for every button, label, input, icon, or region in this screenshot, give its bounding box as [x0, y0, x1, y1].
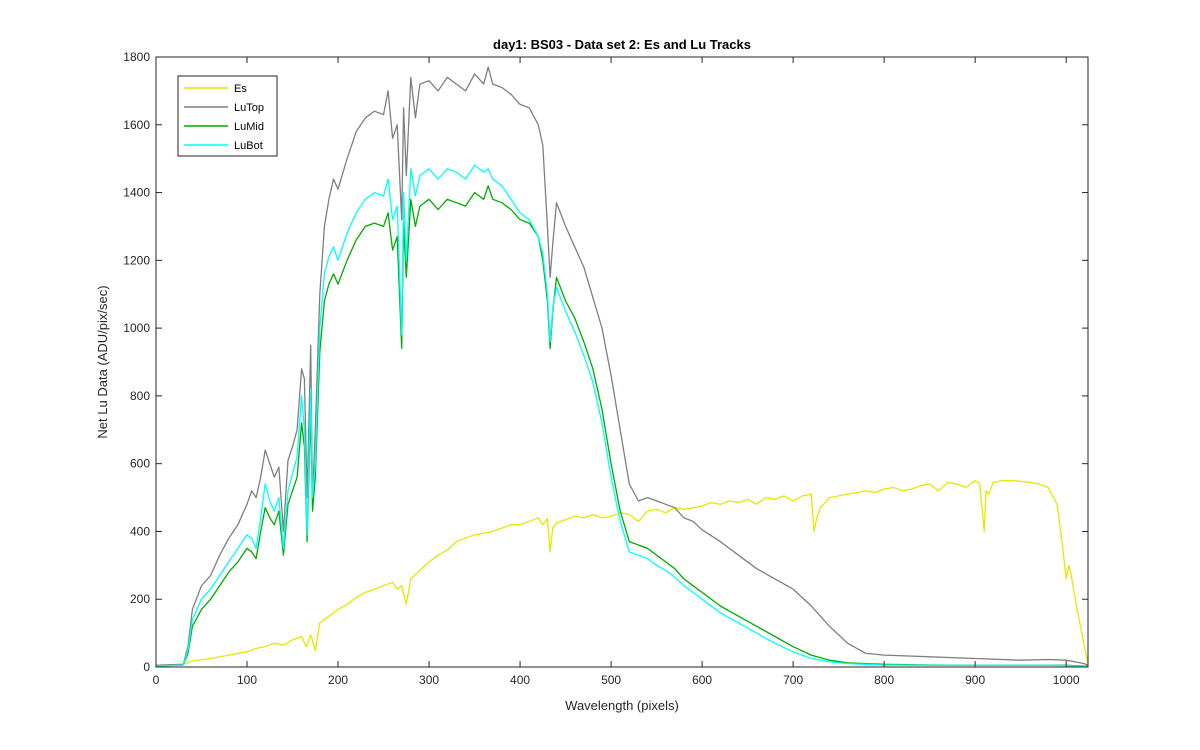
series-line-lubot [155, 164, 1089, 668]
y-tick-label: 1800 [123, 50, 150, 64]
x-tick-label: 400 [510, 673, 530, 687]
x-axis-label: Wavelength (pixels) [565, 698, 679, 713]
legend-box [177, 75, 278, 157]
series-line-es [155, 479, 1089, 666]
x-tick-label: 0 [153, 673, 160, 687]
x-tick-label: 500 [601, 673, 621, 687]
x-tick-label: 600 [692, 673, 712, 687]
series-layer [155, 66, 1089, 668]
series-line-lumid [155, 185, 1089, 667]
x-tick-label: 300 [419, 673, 439, 687]
x-tick-label: 900 [965, 673, 985, 687]
plot-area [156, 57, 1088, 667]
chart-title: day1: BS03 - Data set 2: Es and Lu Track… [493, 37, 751, 52]
legend-label-lubot: LuBot [234, 140, 263, 152]
x-tick-label: 100 [237, 673, 257, 687]
y-tick-label: 800 [130, 389, 150, 403]
y-tick-label: 1000 [123, 321, 150, 335]
x-tick-label: 800 [874, 673, 894, 687]
y-tick-label: 1200 [123, 253, 150, 267]
series-line-lutop [155, 66, 1089, 666]
x-tick-label: 200 [328, 673, 348, 687]
y-axis-label: Net Lu Data (ADU/pix/sec) [95, 285, 110, 438]
legend-label-lumid: LuMid [234, 121, 264, 133]
legend-label-es: Es [234, 83, 247, 95]
y-tick-label: 0 [143, 660, 150, 674]
legend-label-lutop: LuTop [234, 102, 264, 114]
y-tick-label: 400 [130, 524, 150, 538]
x-tick-label: 1000 [1053, 673, 1080, 687]
x-tick-label: 700 [783, 673, 803, 687]
x-axis: 0 100 200 300 400 500 600 700 800 900 1000 [153, 57, 1080, 687]
plot-frame [155, 56, 1089, 668]
y-tick-label: 600 [130, 457, 150, 471]
y-tick-label: 1400 [123, 186, 150, 200]
y-tick-label: 1600 [123, 118, 150, 132]
y-axis: 0 200 400 600 800 1000 1200 1400 1600 1800 [123, 50, 1088, 674]
y-tick-label: 200 [130, 592, 150, 606]
legend: Es LuTop LuMid LuBot [177, 75, 278, 157]
